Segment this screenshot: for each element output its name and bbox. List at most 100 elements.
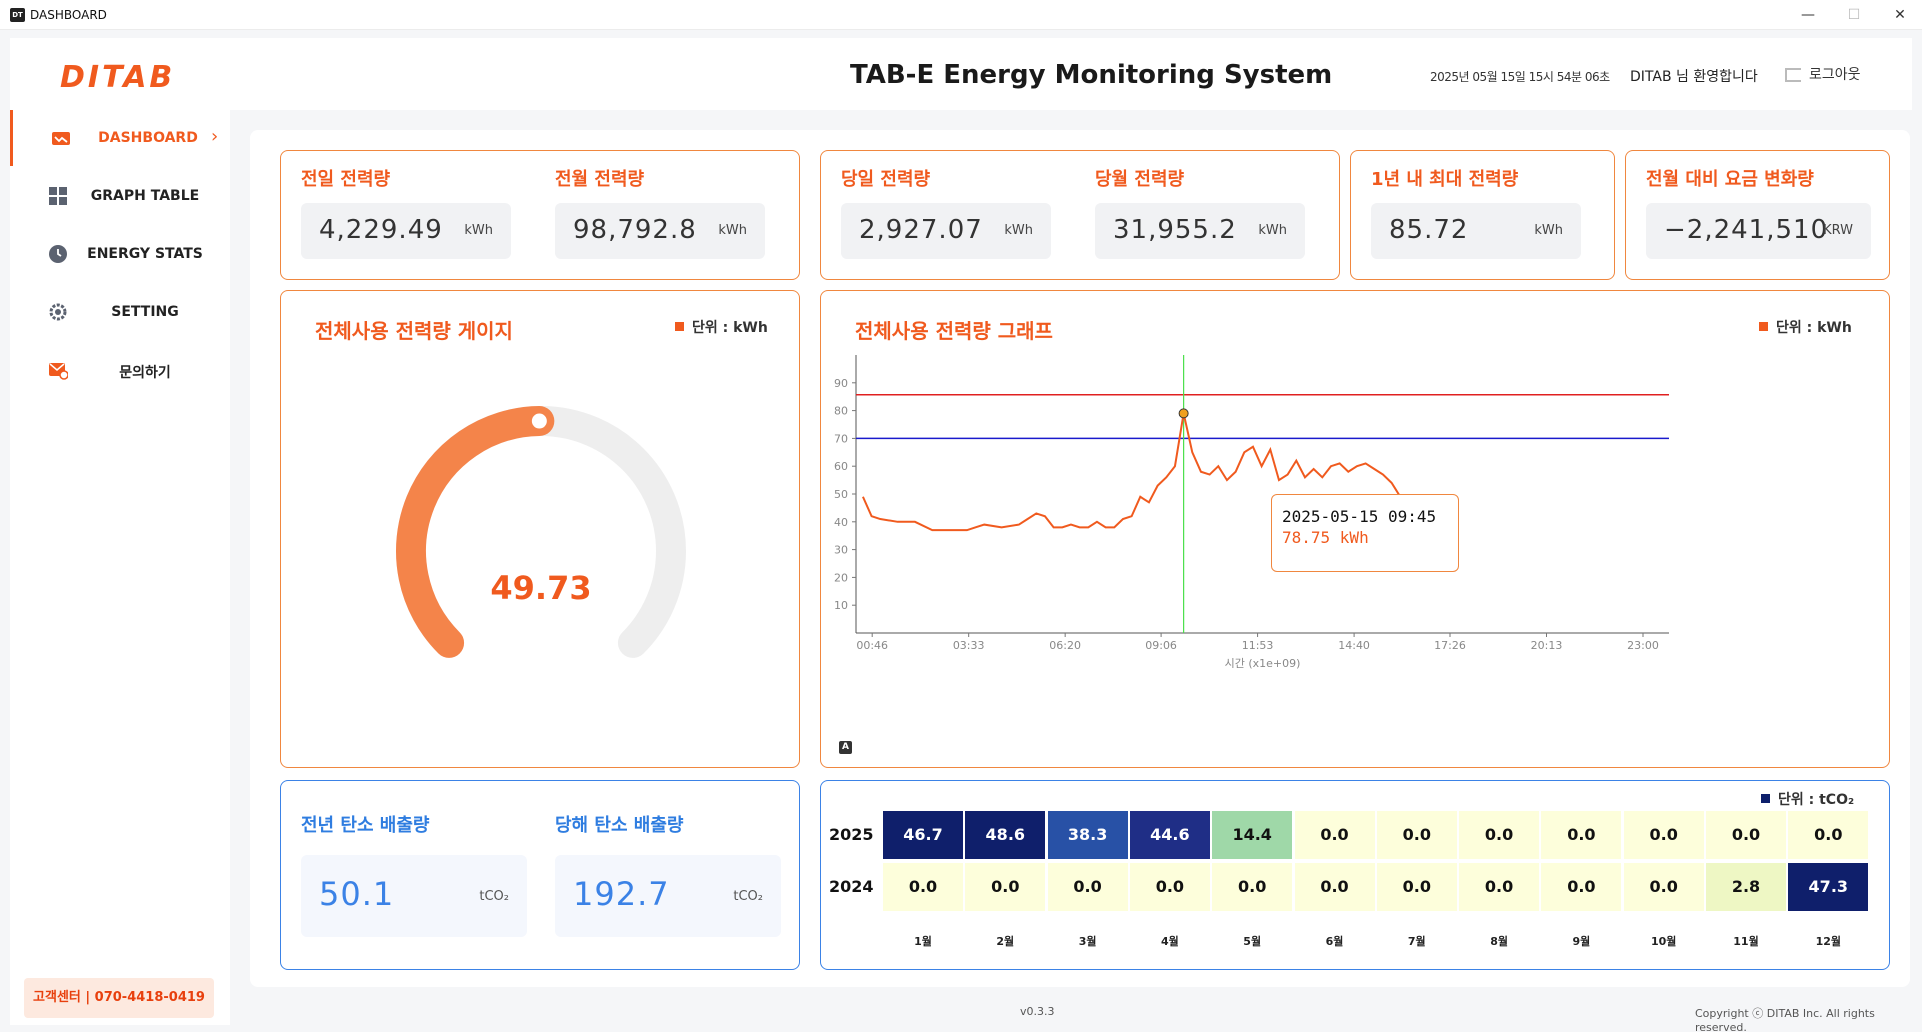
chart-icon bbox=[52, 132, 70, 145]
heatmap-cell: 38.3 bbox=[1047, 811, 1128, 859]
legend-label: 단위 : kWh bbox=[1776, 320, 1852, 336]
heatmap-cell: 0.0 bbox=[1294, 863, 1375, 911]
heatmap-month-label: 9월 bbox=[1572, 935, 1591, 948]
kpi-card-fee-change: 전월 대비 요금 변화량 −2,241,510 KRW bbox=[1625, 150, 1890, 280]
kpi-card-current: 당일 전력량 2,927.07 kWh 당월 전력량 31,955.2 kWh bbox=[820, 150, 1340, 280]
x-tick-label: 20:13 bbox=[1531, 639, 1563, 652]
heatmap-cell: 0.0 bbox=[1294, 811, 1375, 859]
kpi-value: 98,792.8 bbox=[573, 215, 697, 245]
heatmap-row-label: 2024 bbox=[829, 877, 874, 896]
heatmap-legend: 단위 : tCO₂ bbox=[1761, 789, 1854, 809]
kpi-label-prev-month: 전월 전력량 bbox=[555, 169, 645, 190]
heatmap-cell: 0.0 bbox=[1212, 863, 1293, 911]
heatmap-month-label: 3월 bbox=[1078, 935, 1097, 948]
line-chart-legend: 단위 : kWh bbox=[1759, 317, 1852, 337]
sidebar-item-setting[interactable]: SETTING bbox=[10, 284, 230, 340]
kpi-value: −2,241,510 bbox=[1664, 215, 1829, 245]
y-tick-label: 80 bbox=[834, 405, 848, 418]
carbon-heatmap-card: 단위 : tCO₂ 2025 46.7 48.6 38.3 44.6 14.4 0.0 0.0… bbox=[820, 780, 1890, 970]
heatmap-cell: 0.0 bbox=[1376, 811, 1457, 859]
current-datetime: 2025년 05월 15일 15시 54분 06초 bbox=[1430, 70, 1610, 84]
kpi-value-this-month: 31,955.2 kWh bbox=[1095, 203, 1305, 259]
tooltip-value: 78.75 kWh bbox=[1282, 528, 1369, 547]
sidebar-item-label: GRAPH TABLE bbox=[90, 188, 200, 204]
carbon-unit: tCO₂ bbox=[479, 889, 509, 904]
chart-tooltip: 2025-05-15 09:45 78.75 kWh bbox=[1271, 494, 1459, 572]
heatmap-row-label: 2025 bbox=[829, 825, 874, 844]
kpi-unit: KRW bbox=[1823, 223, 1853, 238]
heatmap-month-label: 1월 bbox=[914, 935, 932, 948]
y-tick-label: 60 bbox=[834, 460, 848, 473]
legend-label: 단위 : tCO₂ bbox=[1778, 792, 1855, 808]
kpi-card-previous: 전일 전력량 4,229.49 kWh 전월 전력량 98,792.8 kWh bbox=[280, 150, 800, 280]
sidebar-item-label: ENERGY STATS bbox=[87, 246, 203, 262]
ditab-logo: DITAB bbox=[60, 60, 176, 95]
legend-dot bbox=[1759, 322, 1768, 331]
heatmap-month-label: 8월 bbox=[1490, 935, 1508, 948]
logout-button[interactable]: 로그아웃 bbox=[1785, 64, 1861, 84]
y-tick-label: 50 bbox=[834, 488, 848, 501]
x-tick-label: 14:40 bbox=[1338, 639, 1370, 652]
heatmap-month-label: 5월 bbox=[1243, 935, 1262, 948]
y-tick-label: 30 bbox=[834, 544, 848, 557]
carbon-label-this-year: 당해 탄소 배출량 bbox=[555, 815, 684, 836]
heatmap-cell: 0.0 bbox=[1623, 863, 1704, 911]
heatmap-cell: 0.0 bbox=[1623, 811, 1704, 859]
version-label: v0.3.3 bbox=[1020, 1005, 1055, 1018]
sidebar-item-dashboard[interactable]: DASHBOARD › bbox=[10, 110, 230, 166]
heatmap-cell: 2.8 bbox=[1706, 863, 1786, 911]
heatmap-cell: 47.3 bbox=[1788, 863, 1869, 911]
sidebar-item-inquiry[interactable]: 문의하기 bbox=[10, 342, 230, 398]
kpi-label-this-month: 당월 전력량 bbox=[1095, 169, 1185, 190]
gauge-fill bbox=[396, 406, 555, 658]
logout-icon bbox=[1785, 68, 1801, 82]
x-tick-label: 00:46 bbox=[856, 639, 888, 652]
heatmap-cell: 0.0 bbox=[1459, 863, 1540, 911]
heatmap-cell: 0.0 bbox=[1459, 811, 1540, 859]
heatmap-month-label: 11월 bbox=[1733, 935, 1759, 948]
heatmap-cell: 0.0 bbox=[1541, 811, 1622, 859]
x-tick-label: 09:06 bbox=[1145, 639, 1177, 652]
carbon-value: 192.7 bbox=[573, 875, 670, 913]
kpi-value-fee-change: −2,241,510 KRW bbox=[1646, 203, 1871, 259]
kpi-unit: kWh bbox=[1534, 223, 1563, 238]
tooltip-time: 2025-05-15 09:45 bbox=[1282, 507, 1437, 526]
carbon-value-prev-year: 50.1 tCO₂ bbox=[301, 855, 527, 937]
customer-support-button[interactable]: 고객센터 | 070-4418-0419 bbox=[24, 978, 214, 1018]
heatmap-cell: 0.0 bbox=[1541, 863, 1622, 911]
hover-point bbox=[1178, 408, 1189, 419]
clock-icon bbox=[49, 245, 67, 263]
logout-label: 로그아웃 bbox=[1809, 67, 1861, 83]
carbon-card: 전년 탄소 배출량 50.1 tCO₂ 당해 탄소 배출량 192.7 tCO₂ bbox=[280, 780, 800, 970]
x-tick-label: 06:20 bbox=[1049, 639, 1081, 652]
minimize-button[interactable]: — bbox=[1801, 7, 1815, 23]
kpi-label-today: 당일 전력량 bbox=[841, 169, 931, 190]
kpi-unit: kWh bbox=[1258, 223, 1287, 238]
main-content: 전일 전력량 4,229.49 kWh 전월 전력량 98,792.8 kWh … bbox=[250, 130, 1910, 987]
carbon-unit: tCO₂ bbox=[733, 889, 763, 904]
x-tick-label: 23:00 bbox=[1627, 639, 1659, 652]
heatmap-cell: 46.7 bbox=[883, 811, 963, 859]
app-header: DITAB TAB-E Energy Monitoring System 202… bbox=[10, 38, 1912, 110]
close-button[interactable]: ✕ bbox=[1894, 7, 1906, 23]
maximize-button[interactable]: ☐ bbox=[1847, 7, 1861, 23]
heatmap-cell: 0.0 bbox=[965, 863, 1046, 911]
chevron-right-icon: › bbox=[211, 126, 219, 147]
y-tick-label: 20 bbox=[834, 571, 848, 584]
sidebar-item-label: 문의하기 bbox=[119, 365, 171, 381]
grid-icon bbox=[49, 187, 67, 205]
x-axis-label: 시간 (x1e+09) bbox=[1225, 657, 1301, 670]
heatmap-cell: 0.0 bbox=[1376, 863, 1457, 911]
series-line bbox=[862, 413, 1402, 532]
heatmap-cell: 0.0 bbox=[1129, 863, 1210, 911]
kpi-label-fee-change: 전월 대비 요금 변화량 bbox=[1646, 169, 1814, 190]
heatmap-month-label: 7월 bbox=[1407, 935, 1426, 948]
sidebar-item-energy-stats[interactable]: ENERGY STATS bbox=[10, 226, 230, 282]
heatmap-cell: 14.4 bbox=[1212, 811, 1293, 859]
sidebar-item-label: DASHBOARD bbox=[98, 130, 198, 146]
heatmap-cell: 0.0 bbox=[1706, 811, 1786, 859]
copyright-label: Copyright ⓒ DITAB Inc. All rights reserv… bbox=[1695, 1007, 1875, 1032]
sidebar-item-graph-table[interactable]: GRAPH TABLE bbox=[10, 168, 230, 224]
gauge-card: 전체사용 전력량 게이지 단위 : kWh 49.73 bbox=[280, 290, 800, 768]
line-chart: 10 20 30 40 50 60 70 80 90 00:46 03:33 06:20 09:06 11… bbox=[834, 355, 1669, 670]
